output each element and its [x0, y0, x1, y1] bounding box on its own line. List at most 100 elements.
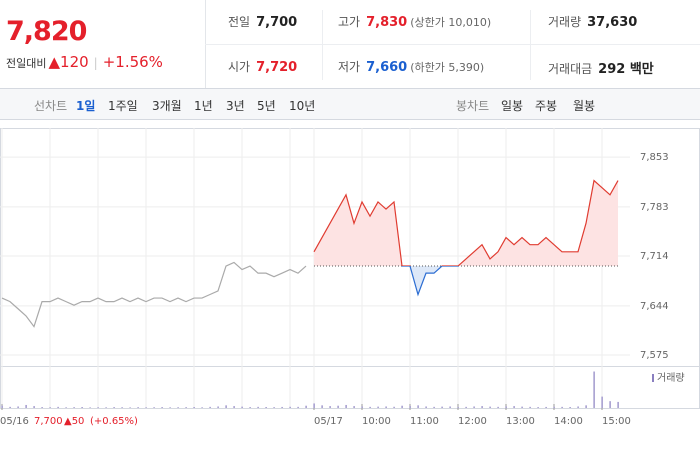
- tab[interactable]: 1주일: [108, 99, 138, 113]
- volume-bar: [89, 407, 91, 408]
- volume-bar: [329, 406, 331, 408]
- stat-value: 7,720: [256, 60, 298, 75]
- volume-bar: [241, 406, 243, 408]
- volume-bar: [305, 405, 307, 408]
- stat: 거래량 37,630: [548, 13, 637, 30]
- y-tick-label: 7,853: [640, 152, 669, 163]
- volume-bar: [545, 406, 547, 408]
- x-tick-label: 12:00: [458, 416, 487, 427]
- volume-bar: [313, 403, 315, 408]
- volume-bar: [49, 407, 51, 408]
- period-tabs: 선차트 봉차트 1일 1주일 3개월 1년 3년 5년 10년 일봉 주봉 월봉: [0, 89, 700, 120]
- volume-bar: [137, 407, 139, 408]
- stat: 시가 7,720: [228, 58, 297, 75]
- stat-note: (상한가 10,010): [410, 16, 492, 29]
- volume-bar: [553, 406, 555, 408]
- volume-bar: [593, 371, 595, 408]
- volume-bar: [441, 406, 443, 408]
- stats-row: 시가 7,720 저가 7,660 (하한가 5,390) 거래대금 292 백만: [205, 44, 700, 89]
- tab[interactable]: 일봉: [501, 99, 524, 113]
- stat-value: 292 백만: [598, 62, 654, 77]
- prev-change: ▲50: [64, 416, 84, 427]
- stat: 전일 7,700: [228, 13, 297, 30]
- volume-bar: [409, 406, 411, 408]
- volume-bar: [273, 407, 275, 408]
- volume-bar: [249, 407, 251, 408]
- volume-bar: [609, 401, 611, 408]
- tab[interactable]: 1년: [194, 99, 213, 113]
- x-tick-label: 13:00: [506, 416, 535, 427]
- stat-value: 7,660: [366, 60, 408, 75]
- tab[interactable]: 3개월: [152, 99, 182, 113]
- volume-bar: [201, 407, 203, 408]
- tab[interactable]: 월봉: [573, 99, 596, 113]
- volume-bar: [569, 407, 571, 408]
- volume-bar: [193, 407, 195, 408]
- volume-bar: [401, 405, 403, 408]
- volume-bar: [385, 406, 387, 408]
- x-tick-label: 15:00: [602, 416, 631, 427]
- tab[interactable]: 10년: [289, 99, 316, 113]
- volume-bar: [417, 405, 419, 408]
- volume-bar: [1, 405, 3, 408]
- volume-bar: [369, 406, 371, 408]
- volume-bar: [129, 407, 131, 408]
- stat-label: 전일: [228, 15, 251, 29]
- price-line: [313, 179, 619, 267]
- volume-bar: [113, 407, 115, 408]
- volume-bar: [353, 406, 355, 408]
- volume-bar: [185, 407, 187, 408]
- y-tick-label: 7,575: [640, 350, 669, 361]
- volume-bar: [425, 406, 427, 408]
- volume-bar: [73, 407, 75, 408]
- volume-bar: [377, 406, 379, 408]
- stat-value: 7,830: [366, 15, 408, 30]
- stat-label: 거래대금: [548, 62, 593, 76]
- stat: 저가 7,660 (하한가 5,390): [338, 58, 484, 75]
- tab-group-label: 봉차트: [456, 99, 490, 113]
- volume-bar: [585, 405, 587, 408]
- tab[interactable]: 주봉: [535, 99, 558, 113]
- volume-bar: [465, 406, 467, 408]
- volume-bar: [145, 407, 147, 408]
- volume-bar: [497, 406, 499, 408]
- tab[interactable]: 5년: [257, 99, 276, 113]
- volume-bar: [169, 407, 171, 408]
- stat-label: 저가: [338, 60, 361, 74]
- price-line-below: [401, 266, 459, 297]
- x-tick-label: 10:00: [362, 416, 391, 427]
- volume-bar: [121, 407, 123, 408]
- x-tick-label: 05/16: [0, 416, 29, 427]
- volume-bar: [281, 406, 283, 408]
- change-label: 전일대비: [6, 57, 47, 70]
- volume-bar: [209, 406, 211, 408]
- volume-bar: [577, 406, 579, 408]
- tab[interactable]: 1일: [76, 99, 96, 113]
- tab[interactable]: 3년: [226, 99, 245, 113]
- volume-bar: [65, 407, 67, 408]
- volume-bar: [489, 406, 491, 408]
- volume-bar: [505, 406, 507, 408]
- current-price: 7,820: [6, 16, 87, 47]
- volume-bar: [105, 407, 107, 408]
- volume-bar: [601, 396, 603, 408]
- stat-value: 7,700: [256, 15, 298, 30]
- volume-bar: [345, 404, 347, 408]
- volume-bar: [265, 407, 267, 408]
- prev-pct: (+0.65%): [90, 416, 138, 427]
- stat-note: (하한가 5,390): [410, 61, 485, 74]
- volume-bar: [81, 407, 83, 408]
- volume-bar: [537, 407, 539, 408]
- volume-bar: [473, 406, 475, 408]
- area-above: [314, 180, 618, 267]
- volume-bar: [337, 405, 339, 408]
- volume-bar: [41, 407, 43, 408]
- volume-bar: [257, 406, 259, 408]
- volume-bar: [233, 406, 235, 408]
- stat-value: 37,630: [587, 15, 638, 30]
- volume-bar: [17, 406, 19, 408]
- prev-close: 7,700: [34, 416, 63, 427]
- volume-bar: [57, 406, 59, 408]
- x-tick-label: 05/17: [314, 416, 343, 427]
